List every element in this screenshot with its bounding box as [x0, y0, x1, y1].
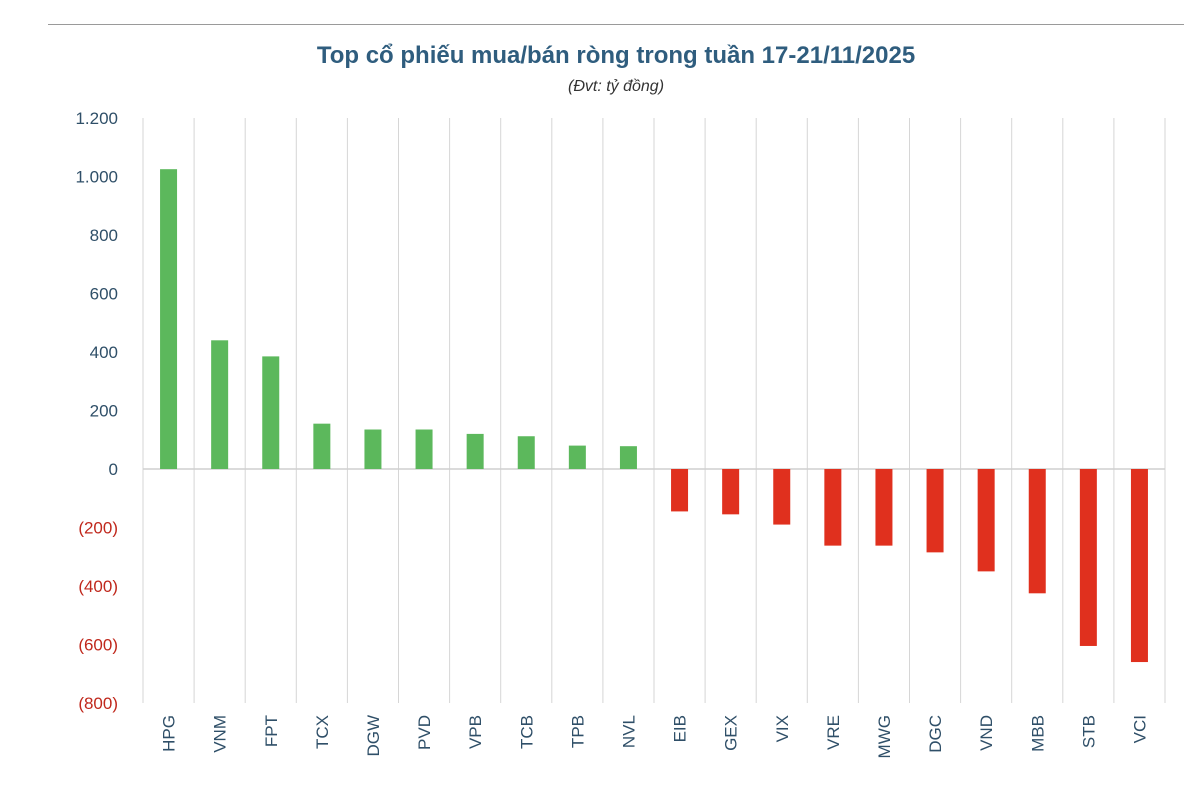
x-tick-label: VCI: [1130, 715, 1149, 743]
bar-tcb: [517, 436, 535, 469]
bar-fpt: [262, 356, 280, 469]
x-tick-label: PVD: [415, 715, 434, 750]
x-tick-label: VRE: [824, 715, 843, 750]
x-tick-label: TCB: [517, 715, 536, 749]
bar-dgc: [926, 469, 944, 553]
bar-vci: [1130, 469, 1148, 663]
bar-vpb: [466, 433, 484, 469]
y-axis-ticks: 1.200 1.000 800 600 400 200 0 (200) (400) (600) (8…: [75, 109, 118, 713]
bar-stb: [1079, 469, 1097, 646]
bar-vre: [824, 469, 842, 546]
x-tick-label: EIB: [671, 715, 690, 742]
y-tick-label: 800: [90, 226, 118, 245]
grid-lines: [142, 118, 1166, 703]
bar-mwg: [875, 469, 893, 546]
y-tick-label: (400): [78, 577, 118, 596]
y-tick-label: 600: [90, 285, 118, 304]
x-tick-label: MWG: [875, 715, 894, 758]
bar-mbb: [1028, 469, 1046, 594]
bars: [160, 169, 1148, 663]
chart-subtitle: (Đvt: tỷ đồng): [567, 78, 665, 95]
bar-dgw: [364, 429, 382, 469]
x-tick-label: TCX: [313, 715, 332, 749]
x-tick-label: MBB: [1028, 715, 1047, 752]
bar-hpg: [160, 169, 178, 469]
y-tick-label: 200: [90, 402, 118, 421]
bar-vnm: [211, 340, 229, 469]
top-divider: [48, 24, 1184, 25]
bar-eib: [671, 469, 689, 512]
bar-nvl: [619, 446, 637, 469]
x-tick-label: VND: [977, 715, 996, 751]
bar-vix: [773, 469, 791, 525]
x-tick-label: VIX: [773, 715, 792, 742]
x-tick-label: GEX: [722, 715, 741, 751]
bar-tpb: [568, 445, 586, 469]
y-tick-label: (800): [78, 694, 118, 713]
chart-title: Top cổ phiếu mua/bán ròng trong tuần 17-…: [316, 42, 916, 69]
x-tick-label: DGW: [364, 715, 383, 757]
y-tick-label: (600): [78, 636, 118, 655]
x-tick-label: DGC: [926, 715, 945, 753]
y-tick-label: (200): [78, 519, 118, 538]
x-tick-label: VPB: [466, 715, 485, 749]
bar-tcx: [313, 423, 331, 469]
x-tick-label: VNM: [211, 715, 230, 753]
x-tick-label: FPT: [262, 715, 281, 747]
x-axis-ticks: HPG VNM FPT TCX DGW PVD VPB TCB TPB NVL EIB GEX VIX V…: [160, 715, 1150, 758]
x-tick-label: TPB: [568, 715, 587, 748]
bar-vnd: [977, 469, 995, 572]
bar-gex: [722, 469, 740, 515]
y-tick-label: 0: [109, 460, 118, 479]
x-tick-label: HPG: [160, 715, 179, 752]
x-tick-label: STB: [1079, 715, 1098, 748]
x-tick-label: NVL: [619, 715, 638, 748]
bar-pvd: [415, 429, 433, 469]
y-tick-label: 1.000: [75, 168, 118, 187]
y-tick-label: 1.200: [75, 109, 118, 128]
y-tick-label: 400: [90, 343, 118, 362]
